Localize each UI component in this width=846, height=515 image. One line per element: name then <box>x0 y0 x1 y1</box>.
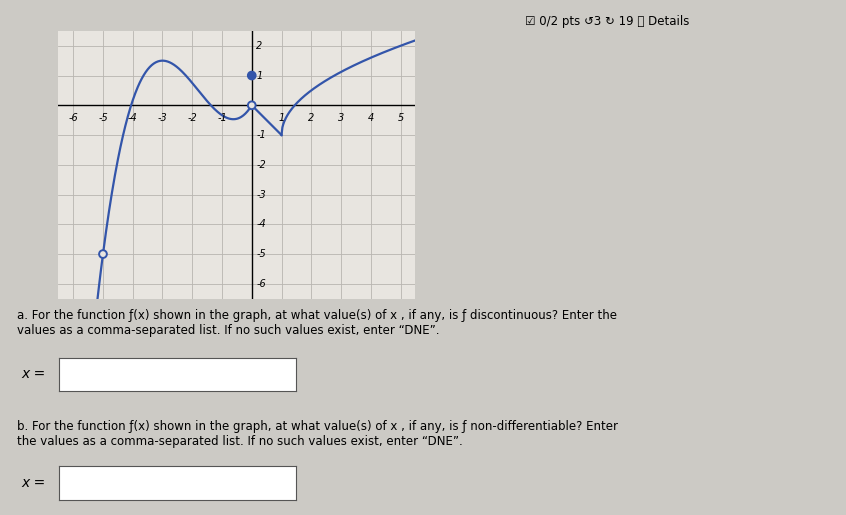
Text: -5: -5 <box>98 113 107 123</box>
Circle shape <box>99 250 107 258</box>
Text: x =: x = <box>21 475 46 490</box>
Text: -3: -3 <box>157 113 168 123</box>
Text: -2: -2 <box>187 113 197 123</box>
Text: -1: -1 <box>217 113 227 123</box>
Circle shape <box>248 101 255 109</box>
Text: -3: -3 <box>256 190 266 199</box>
Text: 2: 2 <box>256 41 262 51</box>
Text: 2: 2 <box>308 113 315 123</box>
Text: 3: 3 <box>338 113 344 123</box>
Text: -1: -1 <box>256 130 266 140</box>
Text: -4: -4 <box>256 219 266 229</box>
Text: x =: x = <box>21 367 46 382</box>
Circle shape <box>248 72 255 79</box>
Text: -6: -6 <box>69 113 78 123</box>
Text: 1: 1 <box>278 113 284 123</box>
Text: a. For the function ƒ(x) shown in the graph, at what value(s) of x , if any, is : a. For the function ƒ(x) shown in the gr… <box>17 309 617 337</box>
Text: 5: 5 <box>398 113 404 123</box>
Text: -6: -6 <box>256 279 266 289</box>
Text: 1: 1 <box>256 71 262 80</box>
Text: -4: -4 <box>128 113 138 123</box>
Text: b. For the function ƒ(x) shown in the graph, at what value(s) of x , if any, is : b. For the function ƒ(x) shown in the gr… <box>17 420 618 448</box>
Text: -5: -5 <box>256 249 266 259</box>
Text: 4: 4 <box>368 113 374 123</box>
Text: ☑ 0/2 pts ↺3 ↻ 19 ⓘ Details: ☑ 0/2 pts ↺3 ↻ 19 ⓘ Details <box>525 15 689 28</box>
Text: -2: -2 <box>256 160 266 170</box>
